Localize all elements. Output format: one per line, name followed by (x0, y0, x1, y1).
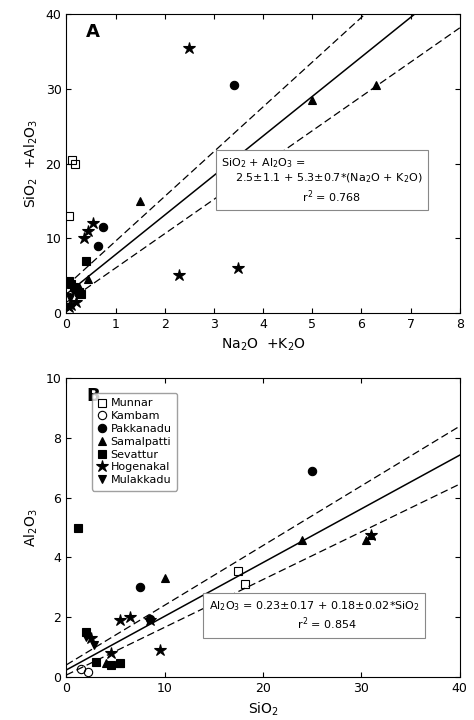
X-axis label: SiO$_2$: SiO$_2$ (247, 701, 279, 718)
X-axis label: Na$_2$O  +K$_2$O: Na$_2$O +K$_2$O (220, 336, 306, 353)
Text: Al$_2$O$_3$ = 0.23±0.17 + 0.18±0.02*SiO$_2$
                         r$^2$ = 0.8: Al$_2$O$_3$ = 0.23±0.17 + 0.18±0.02*SiO$… (209, 599, 420, 632)
Y-axis label: Al$_2$O$_3$: Al$_2$O$_3$ (23, 508, 40, 547)
Text: A: A (86, 23, 100, 41)
Legend: Munnar, Kambam, Pakkanadu, Samalpatti, Sevattur, Hogenakal, Mulakkadu: Munnar, Kambam, Pakkanadu, Samalpatti, S… (91, 393, 177, 491)
Text: SiO$_2$ + Al$_2$O$_3$ =
    2.5±1.1 + 5.3±0.7*(Na$_2$O + K$_2$O)
               : SiO$_2$ + Al$_2$O$_3$ = 2.5±1.1 + 5.3±0.… (221, 156, 423, 204)
Y-axis label: SiO$_2$  +Al$_2$O$_3$: SiO$_2$ +Al$_2$O$_3$ (23, 119, 40, 208)
Text: B: B (86, 387, 100, 405)
